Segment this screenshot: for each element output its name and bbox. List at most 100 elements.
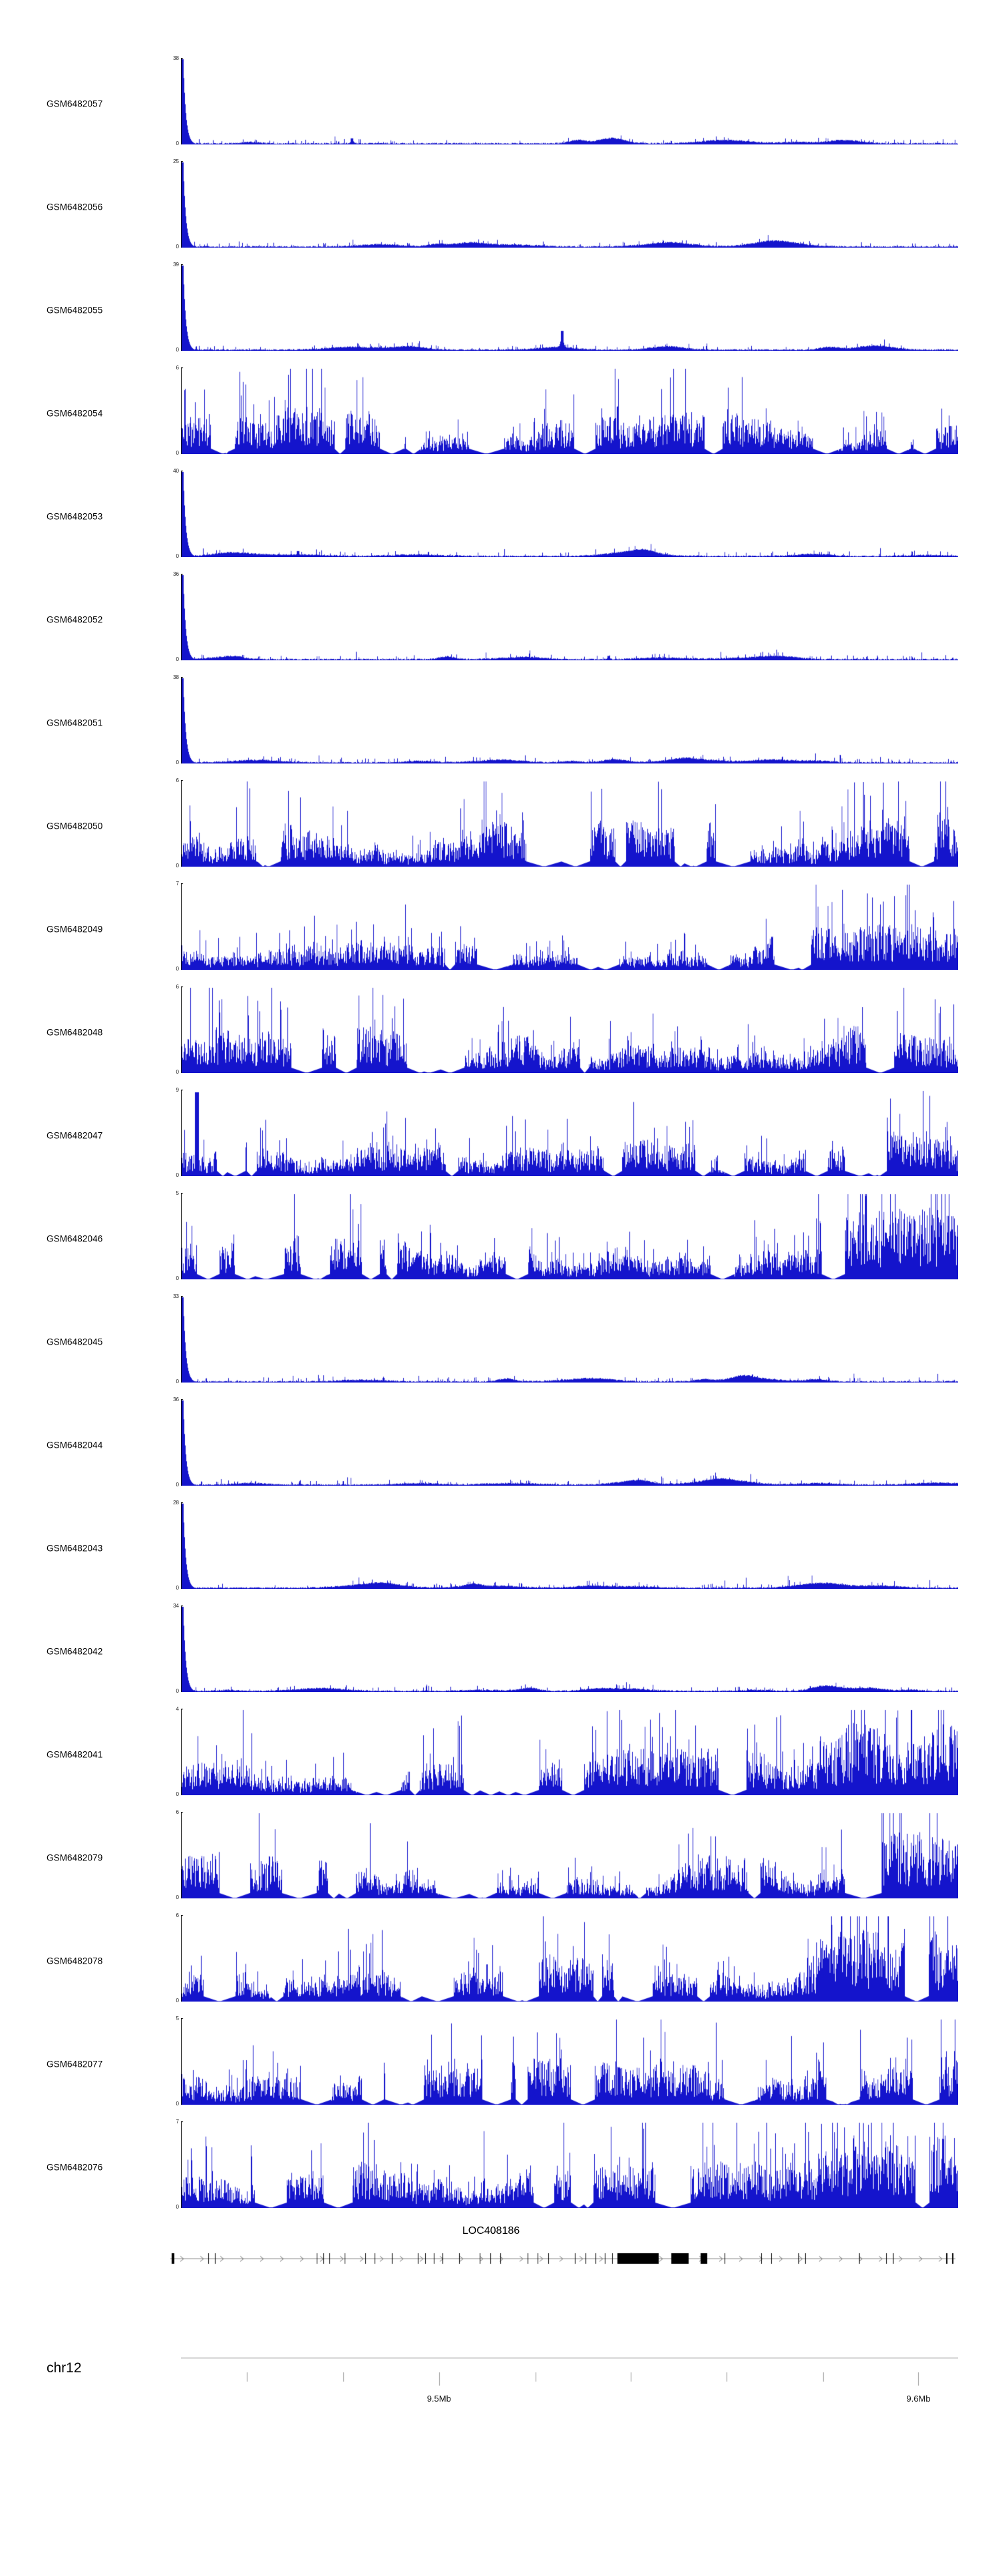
sample-id-label: GSM6482046 — [47, 1233, 103, 1243]
y-axis-max-label: 5 — [176, 2016, 179, 2022]
y-axis-max-label: 40 — [173, 468, 179, 474]
y-axis-max-label: 38 — [173, 55, 179, 61]
sample-id-label: GSM6482048 — [47, 1027, 103, 1037]
y-axis-max-label: 6 — [176, 365, 179, 371]
coverage-signal — [181, 2121, 958, 2208]
y-axis-min-label: 0 — [176, 450, 179, 456]
y-axis-max-label: 6 — [176, 1809, 179, 1815]
y-axis-max-label: 6 — [176, 777, 179, 783]
coverage-signal — [181, 780, 958, 867]
coverage-track-row: GSM6482056 25 0 — [0, 155, 998, 258]
coverage-signal — [181, 58, 958, 144]
y-axis-min-label: 0 — [176, 656, 179, 662]
y-axis-max-label: 25 — [173, 158, 179, 164]
coverage-track-row: GSM6482054 6 0 — [0, 361, 998, 465]
y-axis-max-label: 38 — [173, 674, 179, 680]
coverage-plot-area: 36 0 — [173, 572, 958, 662]
coverage-plot-area: 5 0 — [176, 2016, 958, 2107]
y-axis-min-label: 0 — [176, 2204, 179, 2210]
y-axis-min-label: 0 — [176, 1998, 179, 2004]
coverage-signal — [181, 1502, 958, 1589]
y-axis-max-label: 6 — [176, 984, 179, 990]
coverage-track-row: GSM6482042 34 0 — [0, 1600, 998, 1703]
y-axis-max-label: 4 — [176, 1706, 179, 1712]
coverage-plot-area: 39 0 — [173, 262, 958, 353]
y-axis-max-label: 28 — [173, 1500, 179, 1506]
y-axis-min-label: 0 — [176, 1894, 179, 1900]
y-axis-max-label: 6 — [176, 1912, 179, 1918]
genome-axis-track: chr12 9.5Mb 9.6Mb — [0, 2350, 998, 2430]
coverage-track-row: GSM6482043 28 0 — [0, 1496, 998, 1600]
coverage-plot-area: 6 0 — [176, 1913, 958, 2004]
coverage-plot-area: 5 0 — [176, 1191, 958, 1281]
coverage-plot-area: 7 0 — [176, 881, 958, 972]
y-axis-min-label: 0 — [176, 1275, 179, 1281]
coverage-signal — [181, 1090, 958, 1176]
coverage-signal — [181, 1915, 958, 2002]
sample-id-label: GSM6482054 — [47, 408, 103, 418]
sample-id-label: GSM6482041 — [47, 1749, 103, 1759]
sample-id-label: GSM6482043 — [47, 1543, 103, 1553]
coverage-plot-area: 25 0 — [173, 159, 958, 250]
y-axis-max-label: 36 — [173, 571, 179, 577]
coverage-track-row: GSM6482057 38 0 — [0, 52, 998, 155]
coverage-signal — [181, 264, 958, 351]
y-axis-min-label: 0 — [176, 244, 179, 250]
sample-id-label: GSM6482076 — [47, 2162, 103, 2172]
axis-tick-label: 9.6Mb — [906, 2394, 931, 2404]
sample-id-label: GSM6482079 — [47, 1852, 103, 1862]
coverage-signal — [181, 2018, 958, 2105]
sample-id-label: GSM6482078 — [47, 1956, 103, 1966]
coverage-track-row: GSM6482049 7 0 — [0, 877, 998, 980]
coverage-track-row: GSM6482052 36 0 — [0, 568, 998, 671]
y-axis-max-label: 9 — [176, 1087, 179, 1093]
coverage-track-row: GSM6482078 6 0 — [0, 1909, 998, 2012]
coverage-signal — [181, 367, 958, 454]
y-axis-min-label: 0 — [176, 1482, 179, 1488]
sample-id-label: GSM6482047 — [47, 1130, 103, 1140]
sample-id-label: GSM6482044 — [47, 1440, 103, 1450]
coverage-track-row: GSM6482041 4 0 — [0, 1703, 998, 1806]
gene-name-label: LOC408186 — [462, 2225, 520, 2237]
y-axis-max-label: 7 — [176, 881, 179, 887]
coverage-signal — [181, 677, 958, 763]
coverage-plot-area: 9 0 — [176, 1088, 958, 1178]
coverage-plot-area: 36 0 — [173, 1397, 958, 1488]
chromosome-label: chr12 — [47, 2360, 82, 2376]
y-axis-min-label: 0 — [176, 1172, 179, 1178]
y-axis-max-label: 39 — [173, 262, 179, 268]
sample-id-label: GSM6482042 — [47, 1646, 103, 1656]
coverage-signal — [181, 883, 958, 970]
coverage-track-row: GSM6482050 6 0 — [0, 774, 998, 877]
genome-axis-canvas — [181, 2350, 958, 2392]
sample-id-label: GSM6482057 — [47, 99, 103, 108]
coverage-signal — [181, 1296, 958, 1383]
y-axis-min-label: 0 — [176, 759, 179, 765]
coverage-track-row: GSM6482079 6 0 — [0, 1806, 998, 1909]
sample-id-label: GSM6482053 — [47, 511, 103, 521]
axis-tick-label: 9.5Mb — [426, 2394, 451, 2404]
coverage-signal — [181, 1399, 958, 1486]
coverage-track-row: GSM6482045 33 0 — [0, 1290, 998, 1393]
y-axis-min-label: 0 — [176, 863, 179, 869]
coverage-signal — [181, 1193, 958, 1279]
sample-id-label: GSM6482056 — [47, 202, 103, 212]
y-axis-max-label: 5 — [176, 1190, 179, 1196]
coverage-track-row: GSM6482044 36 0 — [0, 1393, 998, 1496]
coverage-signal — [181, 1709, 958, 1795]
y-axis-max-label: 36 — [173, 1396, 179, 1402]
coverage-plot-area: 38 0 — [173, 56, 958, 146]
sample-id-label: GSM6482049 — [47, 924, 103, 934]
sample-id-label: GSM6482052 — [47, 614, 103, 624]
coverage-plot-area: 38 0 — [173, 675, 958, 765]
coverage-plot-area: 28 0 — [173, 1500, 958, 1591]
coverage-signal — [181, 471, 958, 557]
coverage-signal — [181, 1606, 958, 1692]
y-axis-min-label: 0 — [176, 1791, 179, 1797]
coverage-track-row: GSM6482055 39 0 — [0, 258, 998, 361]
coverage-plot-area: 7 0 — [176, 2119, 958, 2210]
y-axis-min-label: 0 — [176, 1688, 179, 1694]
y-axis-max-label: 7 — [176, 2119, 179, 2125]
coverage-track-list: GSM6482057 38 0 GSM6482056 25 0 GSM64820… — [0, 52, 998, 2219]
